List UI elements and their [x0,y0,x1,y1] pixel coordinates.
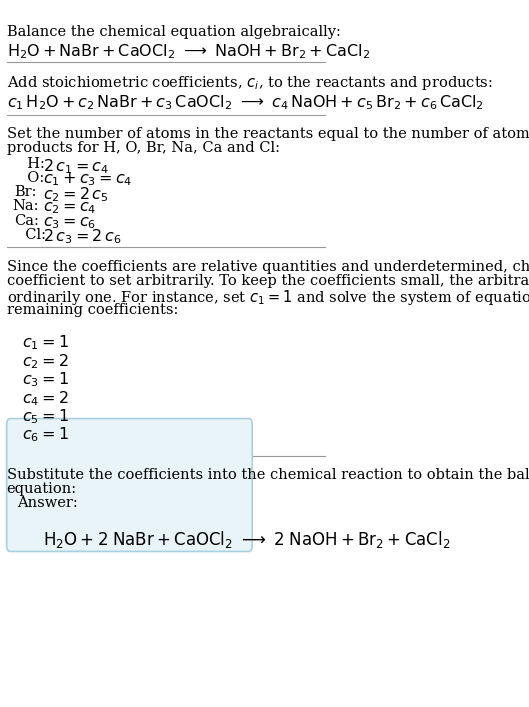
Text: Add stoichiometric coefficients, $c_i$, to the reactants and products:: Add stoichiometric coefficients, $c_i$, … [7,74,492,92]
Text: $c_2 = 2\,c_5$: $c_2 = 2\,c_5$ [43,185,109,204]
Text: Ca:: Ca: [14,214,39,228]
Text: $2\,c_1 = c_4$: $2\,c_1 = c_4$ [43,157,109,175]
Text: products for H, O, Br, Na, Ca and Cl:: products for H, O, Br, Na, Ca and Cl: [7,141,280,156]
Text: H:: H: [19,157,45,171]
Text: O:: O: [19,171,44,185]
Text: remaining coefficients:: remaining coefficients: [7,303,178,317]
Text: $\mathrm{H_2O + 2\;NaBr + CaOCl_2 \ \longrightarrow \ 2\;NaOH + Br_2 + CaCl_2}$: $\mathrm{H_2O + 2\;NaBr + CaOCl_2 \ \lon… [43,529,451,550]
Text: $c_2 = 2$: $c_2 = 2$ [22,352,68,370]
Text: Since the coefficients are relative quantities and underdetermined, choose a: Since the coefficients are relative quan… [7,260,529,274]
Text: Substitute the coefficients into the chemical reaction to obtain the balanced: Substitute the coefficients into the che… [7,468,529,482]
Text: $2\,c_3 = 2\,c_6$: $2\,c_3 = 2\,c_6$ [43,228,122,246]
Text: $\mathrm{H_2O + NaBr + CaOCl_2 \ \longrightarrow \ NaOH + Br_2 + CaCl_2}$: $\mathrm{H_2O + NaBr + CaOCl_2 \ \longri… [7,42,370,61]
FancyBboxPatch shape [7,419,252,551]
Text: Cl:: Cl: [16,228,46,242]
Text: Set the number of atoms in the reactants equal to the number of atoms in the: Set the number of atoms in the reactants… [7,127,529,141]
Text: $c_5 = 1$: $c_5 = 1$ [22,407,68,426]
Text: Br:: Br: [14,185,37,199]
Text: $c_4 = 2$: $c_4 = 2$ [22,389,68,407]
Text: $c_2 = c_4$: $c_2 = c_4$ [43,199,96,216]
Text: Balance the chemical equation algebraically:: Balance the chemical equation algebraica… [7,25,341,39]
Text: ordinarily one. For instance, set $c_1 = 1$ and solve the system of equations fo: ordinarily one. For instance, set $c_1 =… [7,288,529,308]
Text: $c_1\,\mathrm{H_2O} + c_2\,\mathrm{NaBr} + c_3\,\mathrm{CaOCl_2} \ \longrightarr: $c_1\,\mathrm{H_2O} + c_2\,\mathrm{NaBr}… [7,93,484,112]
Text: $c_1 + c_3 = c_4$: $c_1 + c_3 = c_4$ [43,171,132,188]
Text: $c_6 = 1$: $c_6 = 1$ [22,426,68,444]
Text: $c_3 = 1$: $c_3 = 1$ [22,370,68,389]
Text: $c_1 = 1$: $c_1 = 1$ [22,334,68,352]
Text: Answer:: Answer: [16,496,77,510]
Text: Na:: Na: [13,199,39,214]
Text: $c_3 = c_6$: $c_3 = c_6$ [43,214,96,230]
Text: coefficient to set arbitrarily. To keep the coefficients small, the arbitrary va: coefficient to set arbitrarily. To keep … [7,274,529,288]
Text: equation:: equation: [7,482,77,496]
